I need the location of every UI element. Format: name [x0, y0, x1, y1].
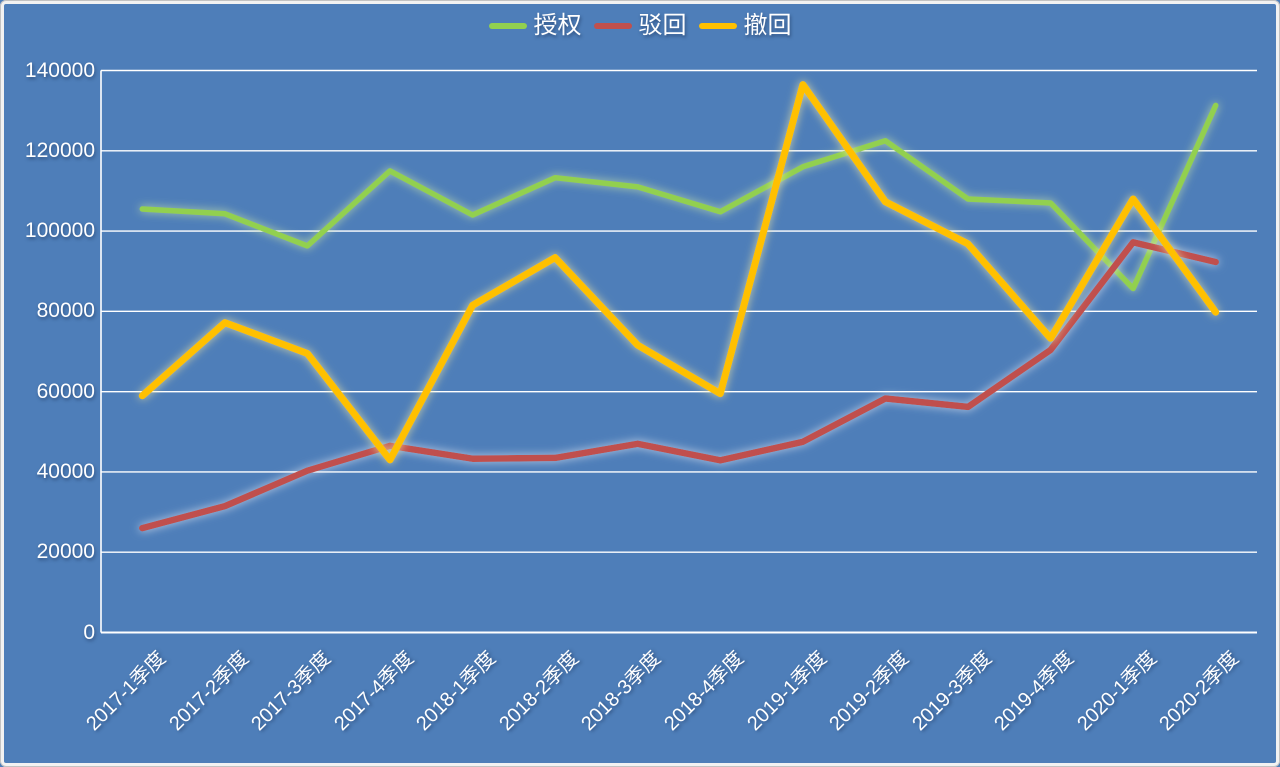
y-axis-tick-label: 140000	[24, 58, 95, 82]
legend-label-granted: 授权	[533, 12, 582, 39]
legend-item-withdrawn: 撤回	[698, 12, 792, 39]
legend-swatch-rejected-icon	[593, 23, 632, 29]
legend-swatch-granted-icon	[488, 23, 527, 29]
y-axis-tick-label: 40000	[36, 459, 95, 483]
gridlines	[100, 69, 1257, 634]
legend-label-withdrawn: 撤回	[743, 12, 792, 39]
legend-label-rejected: 驳回	[638, 12, 687, 39]
chart-legend: 授权 驳回 撤回	[0, 14, 1280, 38]
y-axis-tick-label: 120000	[24, 138, 95, 162]
y-axis-tick-label: 20000	[36, 540, 95, 564]
series-line-withdrawn	[138, 81, 1220, 464]
y-axis-tick-label: 80000	[36, 299, 95, 323]
series-lines	[138, 81, 1220, 532]
series-line-granted	[139, 102, 1219, 292]
legend-item-granted: 授权	[488, 12, 582, 39]
series-line-rejected	[139, 239, 1219, 532]
y-axis-tick-label: 60000	[36, 379, 95, 403]
legend-item-rejected: 驳回	[593, 12, 687, 39]
legend-swatch-withdrawn-icon	[698, 23, 737, 29]
y-axis-tick-label: 0	[83, 620, 95, 644]
y-axis-tick-label: 100000	[24, 219, 95, 243]
